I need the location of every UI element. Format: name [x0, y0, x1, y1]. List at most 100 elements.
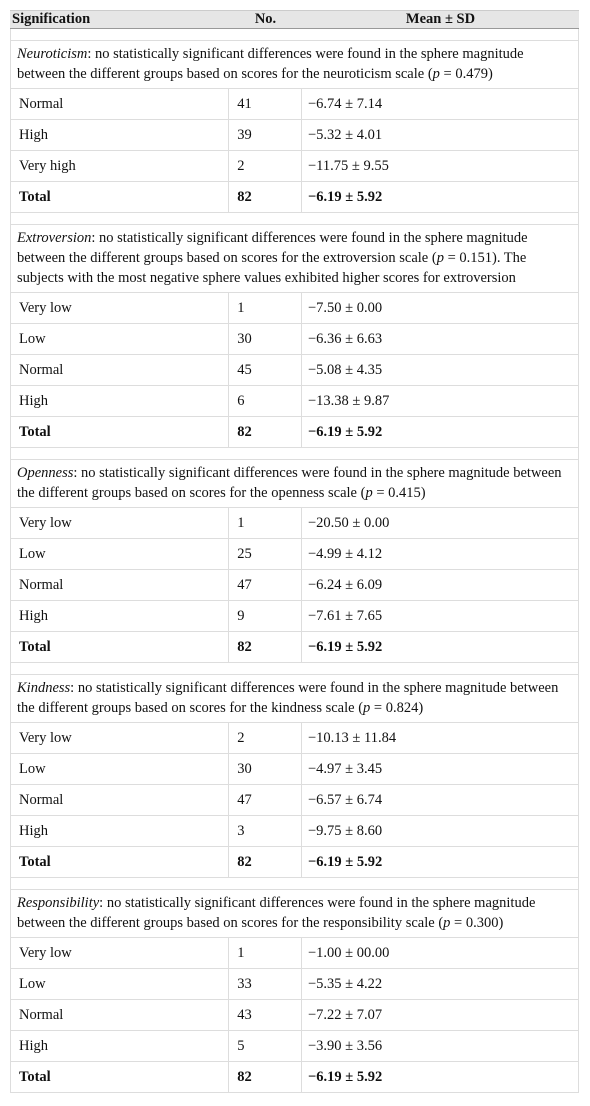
data-row: Normal 41 −6.74 ± 7.14	[10, 89, 579, 120]
note-text: Extroversion	[17, 230, 92, 246]
cell: −7.22 ± 7.07	[308, 1007, 383, 1023]
cell: 45	[229, 355, 302, 385]
section-note: Kindness: no statistically significant d…	[10, 675, 579, 723]
cell: −20.50 ± 0.00	[308, 515, 390, 531]
cell: Normal	[11, 89, 230, 119]
cell: −5.08 ± 4.35	[308, 362, 383, 378]
data-row: Low 33 −5.35 ± 4.22	[10, 969, 579, 1000]
note-text: = 0.300)	[450, 915, 504, 931]
cell: 41	[229, 89, 302, 119]
cell: 47	[229, 785, 302, 815]
note-text: p	[365, 485, 373, 501]
cell: 2	[229, 723, 302, 753]
cell: Low	[11, 539, 230, 569]
data-row: Low 25 −4.99 ± 4.12	[10, 539, 579, 570]
cell: 9	[229, 601, 302, 631]
cell: −6.36 ± 6.63	[308, 331, 383, 347]
note-text: = 0.151). The subjects with the most neg…	[17, 250, 527, 286]
cell: 43	[229, 1000, 302, 1030]
cell: −7.50 ± 0.00	[308, 300, 383, 316]
data-row: Normal 47 −6.57 ± 6.74	[10, 785, 579, 816]
total-row: Total 82 −6.19 ± 5.92	[10, 417, 579, 448]
spacer	[10, 448, 579, 460]
data-row: High 5 −3.90 ± 3.56	[10, 1031, 579, 1062]
note-text: : no statistically significant differenc…	[17, 680, 559, 716]
cell: 1	[229, 938, 302, 968]
table: Signification No. Mean ± SD Neuroticism:…	[10, 10, 579, 1093]
data-row: Normal 47 −6.24 ± 6.09	[10, 570, 579, 601]
data-row: High 3 −9.75 ± 8.60	[10, 816, 579, 847]
data-row: Low 30 −6.36 ± 6.63	[10, 324, 579, 355]
note-text: Responsibility	[17, 895, 100, 911]
cell: −3.90 ± 3.56	[308, 1038, 383, 1054]
note-text: Kindness	[17, 680, 71, 696]
cell: −6.19 ± 5.92	[308, 424, 383, 440]
data-row: High 6 −13.38 ± 9.87	[10, 386, 579, 417]
cell: Total	[11, 1062, 230, 1092]
cell: High	[11, 1031, 230, 1061]
cell: High	[11, 120, 230, 150]
cell: −6.74 ± 7.14	[308, 96, 383, 112]
cell: Total	[11, 182, 230, 212]
cell: Low	[11, 324, 230, 354]
note-text: p	[436, 250, 444, 266]
note-text: p	[363, 700, 371, 716]
cell: 30	[229, 754, 302, 784]
data-row: Very high 2 −11.75 ± 9.55	[10, 151, 579, 182]
total-row: Total 82 −6.19 ± 5.92	[10, 1062, 579, 1093]
cell: 82	[229, 417, 302, 447]
data-row: Normal 43 −7.22 ± 7.07	[10, 1000, 579, 1031]
data-row: High 39 −5.32 ± 4.01	[10, 120, 579, 151]
cell: Very low	[11, 508, 230, 538]
cell: −13.38 ± 9.87	[308, 393, 390, 409]
cell: Very low	[11, 293, 230, 323]
note-text: : no statistically significant differenc…	[17, 230, 528, 266]
data-row: Very low 1 −1.00 ± 00.00	[10, 938, 579, 969]
section-note: Extroversion: no statistically significa…	[10, 225, 579, 293]
cell: 82	[229, 1062, 302, 1092]
cell: 82	[229, 847, 302, 877]
cell: −4.99 ± 4.12	[308, 546, 383, 562]
cell: 82	[229, 182, 302, 212]
cell: −6.19 ± 5.92	[308, 639, 383, 655]
header-row: Signification No. Mean ± SD	[10, 10, 579, 29]
data-row: Very low 1 −7.50 ± 0.00	[10, 293, 579, 324]
cell: Total	[11, 417, 230, 447]
spacer	[10, 878, 579, 890]
cell: −6.57 ± 6.74	[308, 792, 383, 808]
cell: −4.97 ± 3.45	[308, 761, 383, 777]
note-text: = 0.824)	[370, 700, 424, 716]
cell: High	[11, 386, 230, 416]
cell: −6.19 ± 5.92	[308, 1069, 383, 1085]
cell: −5.32 ± 4.01	[308, 127, 383, 143]
total-row: Total 82 −6.19 ± 5.92	[10, 632, 579, 663]
cell: Total	[11, 632, 230, 662]
cell: 6	[229, 386, 302, 416]
note-text: : no statistically significant differenc…	[17, 895, 536, 931]
data-row: Very low 1 −20.50 ± 0.00	[10, 508, 579, 539]
cell: −10.13 ± 11.84	[308, 730, 397, 746]
spacer	[10, 663, 579, 675]
total-row: Total 82 −6.19 ± 5.92	[10, 182, 579, 213]
note-text: = 0.415)	[372, 485, 426, 501]
cell: 82	[229, 632, 302, 662]
cell: High	[11, 601, 230, 631]
note-text: p	[443, 915, 451, 931]
cell: Normal	[11, 570, 230, 600]
cell: 30	[229, 324, 302, 354]
cell: −6.19 ± 5.92	[308, 854, 383, 870]
cell: −1.00 ± 00.00	[308, 945, 390, 961]
data-row: Low 30 −4.97 ± 3.45	[10, 754, 579, 785]
cell: 1	[229, 508, 302, 538]
spacer	[10, 29, 579, 41]
data-row: Very low 2 −10.13 ± 11.84	[10, 723, 579, 754]
note-text: : no statistically significant differenc…	[17, 46, 524, 82]
cell: −6.24 ± 6.09	[308, 577, 383, 593]
cell: 5	[229, 1031, 302, 1061]
cell: Low	[11, 754, 230, 784]
data-row: High 9 −7.61 ± 7.65	[10, 601, 579, 632]
cell: Low	[11, 969, 230, 999]
cell: Very high	[11, 151, 230, 181]
cell: 2	[229, 151, 302, 181]
